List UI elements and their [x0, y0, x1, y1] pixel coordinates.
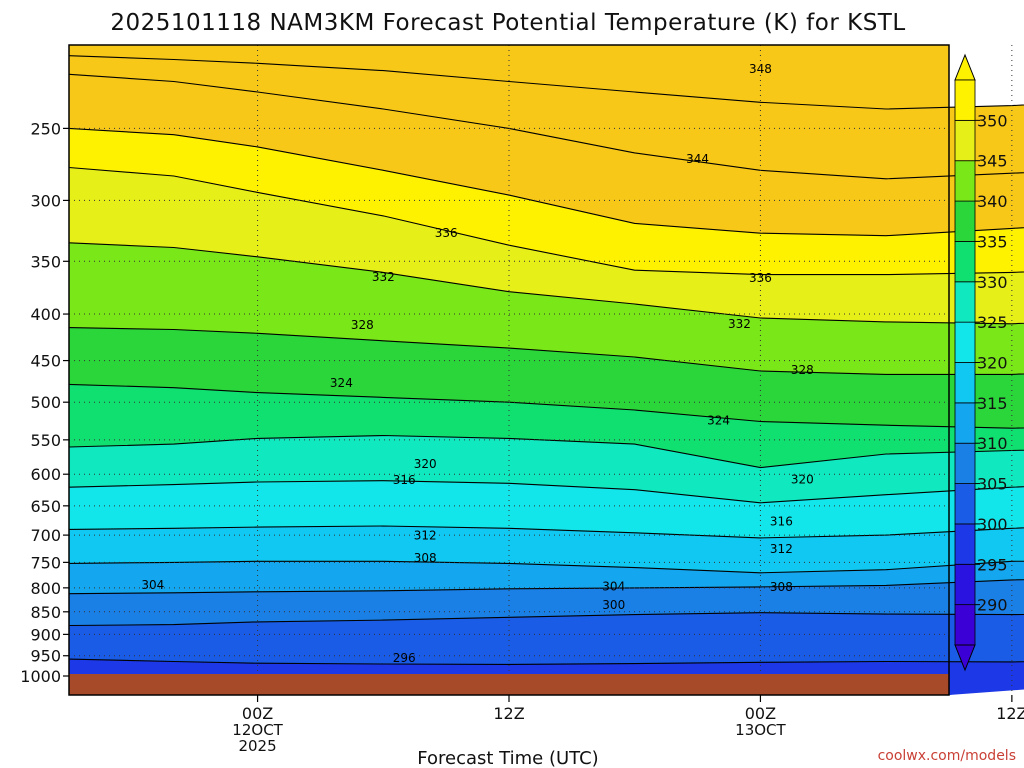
grid-lines [69, 45, 1013, 695]
contour-348 [68, 55, 1024, 110]
colorbar-segment [954, 321, 976, 363]
contour-label: 336 [749, 271, 772, 285]
colorbar-label: 310 [977, 434, 1008, 453]
colorbar-segment [954, 442, 976, 484]
contour-label: 336 [435, 226, 458, 240]
credit-text: coolwx.com/models [878, 748, 1016, 764]
colorbar-label: 290 [977, 596, 1008, 615]
y-tick-label: 850 [30, 603, 61, 622]
contour-336 [68, 166, 1024, 276]
chart-title: 2025101118 NAM3KM Forecast Potential Tem… [110, 10, 905, 36]
y-tick-label: 600 [30, 465, 61, 484]
contour-label: 324 [707, 414, 730, 428]
surface-ground [69, 674, 949, 695]
y-tick-label: 300 [30, 191, 61, 210]
contour-label: 308 [414, 551, 437, 565]
contour-label: 304 [602, 579, 625, 593]
contour-label: 320 [791, 472, 814, 486]
colorbar-segment [954, 200, 976, 242]
y-tick-label: 1000 [20, 667, 61, 686]
contour-label: 312 [770, 542, 793, 556]
contour-332 [68, 242, 1024, 325]
y-axis: 250 300 350 400 450 500 550 600 650 700 750 800 850 9… [20, 119, 69, 686]
colorbar-segment [954, 79, 976, 121]
potential-temperature-fill [69, 45, 1024, 695]
contour-label: 332 [372, 270, 395, 284]
y-tick-label: 400 [30, 305, 61, 324]
x-axis-label: Forecast Time (UTC) [417, 748, 598, 768]
contour-300 [68, 612, 1024, 627]
contour-label: 320 [414, 457, 437, 471]
colorbar-label: 315 [977, 394, 1008, 413]
contour-312 [68, 525, 1024, 539]
colorbar-segment [954, 402, 976, 444]
y-tick-label: 750 [30, 553, 61, 572]
colorbar-segment [954, 241, 976, 283]
contour-340 [68, 127, 1024, 237]
colorbar: 290 295 300 305 310 315 320 325 330 335 340 345 350 [954, 53, 1008, 672]
y-tick-label: 250 [30, 119, 61, 138]
x-axis: 00Z12OCT202512Z00Z13OCT12Z00Z14OCT [232, 695, 1024, 755]
contour-label: 304 [141, 578, 164, 592]
x-tick-label: 00Z [242, 704, 273, 723]
colorbar-top-arrow [954, 53, 976, 81]
y-tick-label: 800 [30, 579, 61, 598]
colorbar-segment [954, 362, 976, 404]
contour-316 [68, 480, 1024, 504]
contour-label: 316 [393, 473, 416, 487]
contour-label: 312 [414, 529, 437, 543]
colorbar-label: 300 [977, 515, 1008, 534]
colorbar-segment [954, 119, 976, 162]
contour-308 [68, 560, 1024, 574]
colorbar-label: 350 [977, 111, 1008, 130]
contour-324 [68, 383, 1024, 429]
colorbar-segment [954, 563, 976, 606]
colorbar-segment [954, 523, 976, 565]
contour-320 [68, 434, 1024, 469]
contour-label: 324 [330, 376, 353, 390]
y-tick-label: 550 [30, 431, 61, 450]
colorbar-segment [954, 483, 976, 525]
colorbar-label: 325 [977, 313, 1008, 332]
colorbar-segment [954, 160, 976, 202]
contour-label: 328 [791, 363, 814, 377]
contour-304 [68, 579, 1024, 595]
y-tick-label: 650 [30, 497, 61, 516]
y-tick-label: 900 [30, 625, 61, 644]
contour-labels: 3483483443363363363323323323283283283243… [141, 62, 814, 665]
x-tick-label: 12OCT [232, 721, 283, 739]
colorbar-segment [954, 281, 976, 323]
contour-label: 344 [686, 152, 709, 166]
y-tick-label: 950 [30, 647, 61, 666]
colorbar-label: 320 [977, 354, 1008, 373]
contour-label: 300 [602, 598, 625, 612]
x-tick-label: 12Z [996, 704, 1024, 723]
colorbar-label: 335 [977, 232, 1008, 251]
contour-label: 332 [728, 317, 751, 331]
colorbar-label: 340 [977, 192, 1008, 211]
x-tick-label: 00Z [745, 704, 776, 723]
contour-label: 296 [393, 651, 416, 665]
contour-296 [68, 658, 1024, 665]
contour-label: 328 [351, 318, 374, 332]
colorbar-label: 305 [977, 475, 1008, 494]
colorbar-bottom-arrow [954, 644, 976, 672]
contour-label: 348 [749, 62, 772, 76]
x-tick-label: 12Z [493, 704, 524, 723]
colorbar-label: 295 [977, 555, 1008, 574]
x-tick-label: 2025 [238, 737, 276, 755]
x-tick-label: 13OCT [735, 721, 786, 739]
y-tick-label: 450 [30, 352, 61, 371]
colorbar-segment [954, 604, 976, 646]
contour-label: 316 [770, 514, 793, 528]
colorbar-label: 345 [977, 152, 1008, 171]
y-tick-label: 350 [30, 252, 61, 271]
contour-label: 308 [770, 580, 793, 594]
colorbar-label: 330 [977, 273, 1008, 292]
y-tick-label: 500 [30, 393, 61, 412]
y-tick-label: 700 [30, 526, 61, 545]
